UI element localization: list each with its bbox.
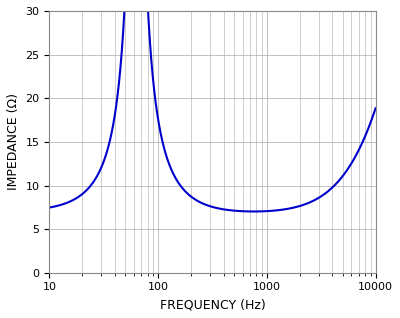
Y-axis label: IMPEDANCE (Ω): IMPEDANCE (Ω) xyxy=(7,93,20,190)
X-axis label: FREQUENCY (Hz): FREQUENCY (Hz) xyxy=(160,298,265,311)
